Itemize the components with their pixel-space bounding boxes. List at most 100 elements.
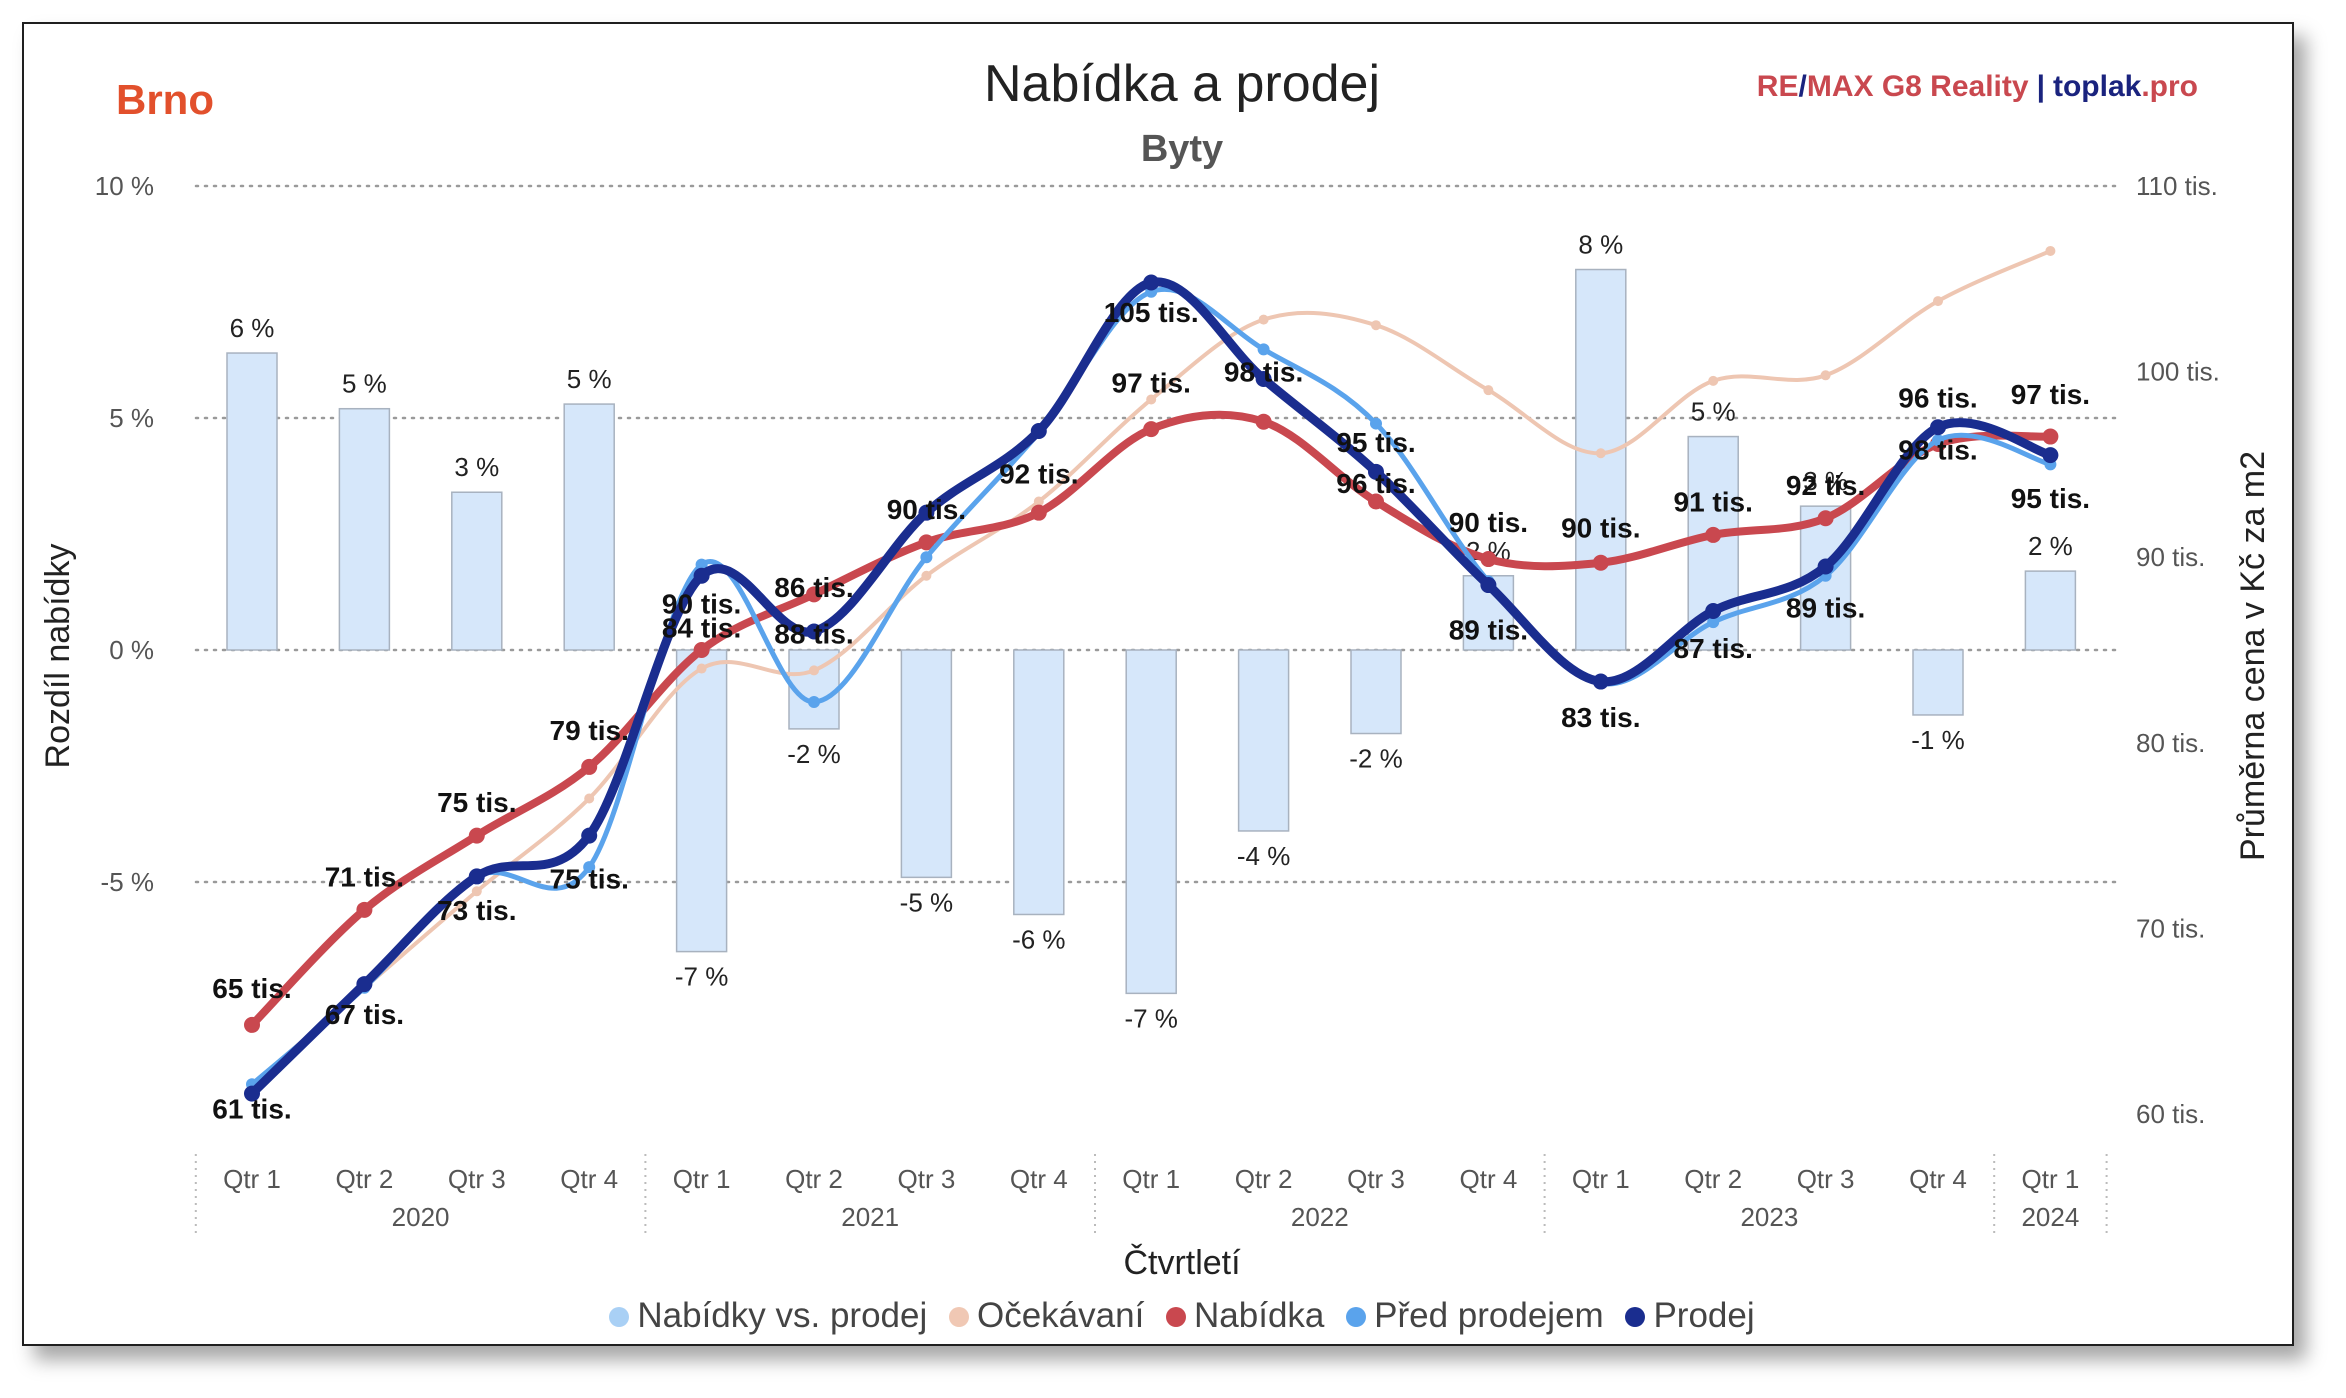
legend-label: Před prodejem xyxy=(1374,1296,1604,1335)
series-point xyxy=(581,827,598,844)
series-point xyxy=(806,623,822,640)
line-data-label: 98 tis. xyxy=(1898,435,1977,466)
x-tick-label: Qtr 4 xyxy=(1010,1164,1068,1194)
x-tick-label: Qtr 2 xyxy=(336,1164,394,1194)
x-group-label: 2020 xyxy=(392,1202,450,1232)
line-data-label: 75 tis. xyxy=(437,787,516,818)
bar-data-label: 8 % xyxy=(1578,230,1623,260)
legend-item[interactable]: Nabídky vs. prodej xyxy=(609,1296,927,1336)
bar xyxy=(1125,649,1177,995)
y-tick-label-left: -5 % xyxy=(101,867,154,897)
series-point xyxy=(356,976,373,993)
line-data-label: 67 tis. xyxy=(325,999,404,1030)
brand-pro: .pro xyxy=(2141,70,2198,103)
series-point xyxy=(920,551,933,564)
line-data-label: 84 tis. xyxy=(662,613,741,644)
line-data-label: 96 tis. xyxy=(1336,468,1415,499)
series-point xyxy=(583,861,596,874)
legend-item[interactable]: Prodej xyxy=(1625,1296,1755,1336)
y-tick-label-right: 70 tis. xyxy=(2136,913,2205,943)
series-point xyxy=(1932,434,1944,447)
legend-label: Nabídka xyxy=(1194,1296,1325,1335)
line-data-label: 87 tis. xyxy=(1674,633,1753,664)
series-point xyxy=(1817,510,1834,527)
line-data-label: 61 tis. xyxy=(212,1093,291,1124)
series-point xyxy=(1257,343,1270,356)
y-tick-label-right: 90 tis. xyxy=(2136,542,2205,572)
y-tick-label-left: 5 % xyxy=(109,403,154,433)
series-point xyxy=(1595,448,1606,459)
legend-label: Nabídky vs. prodej xyxy=(637,1296,928,1335)
y-axis-title-left: Rozdíl nabídky xyxy=(39,544,77,769)
y-tick-label-left: 0 % xyxy=(109,635,154,665)
x-group-label: 2021 xyxy=(841,1202,899,1232)
x-tick-label: Qtr 1 xyxy=(2022,1164,2080,1194)
line-data-label: 90 tis. xyxy=(887,494,966,525)
series-point xyxy=(918,504,935,521)
line-data-label: 105 tis. xyxy=(1104,297,1199,328)
series-point xyxy=(1255,371,1272,388)
bar xyxy=(451,491,503,651)
x-tick-label: Qtr 1 xyxy=(223,1164,281,1194)
series-point xyxy=(693,642,710,658)
line-data-label: 71 tis. xyxy=(325,861,404,892)
bar-data-label: 5 % xyxy=(342,369,387,399)
series-point xyxy=(1030,422,1047,439)
series-point xyxy=(1480,551,1497,568)
series-line xyxy=(247,277,2055,1099)
series-point xyxy=(244,1016,260,1033)
legend-marker xyxy=(948,1307,969,1327)
series-line xyxy=(250,248,2053,1087)
series-point xyxy=(1368,463,1384,480)
series-point xyxy=(1817,558,1834,575)
series-point xyxy=(693,567,710,584)
brand-logo: RE/MAX G8 Reality | toplak.pro xyxy=(1757,70,2198,104)
x-tick-label: Qtr 4 xyxy=(1460,1164,1518,1194)
bar-data-label: 3 % xyxy=(454,452,499,482)
brand-slash: / xyxy=(1798,70,1807,103)
chart-legend: Nabídky vs. prodej Očekávaní Nabídka Pře… xyxy=(24,1296,2340,1336)
series-point xyxy=(1480,577,1497,594)
brand-toplak: toplak xyxy=(2052,70,2142,103)
series-point xyxy=(921,570,932,581)
x-group-label: 2022 xyxy=(1291,1202,1349,1232)
series-point xyxy=(806,586,822,603)
line-data-label: 90 tis. xyxy=(1449,507,1528,538)
legend-item[interactable]: Před prodejem xyxy=(1346,1296,1604,1336)
legend-label: Prodej xyxy=(1653,1296,1755,1335)
line-data-label: 83 tis. xyxy=(1561,702,1640,733)
bar-data-label: -4 % xyxy=(1237,841,1290,871)
brand-separator: | xyxy=(2036,70,2045,103)
legend-marker xyxy=(1625,1307,1646,1327)
legend-marker xyxy=(1346,1307,1367,1327)
x-tick-label: Qtr 2 xyxy=(1684,1164,1742,1194)
line-data-label: 91 tis. xyxy=(1674,487,1753,518)
series-point xyxy=(1592,554,1609,571)
legend-item[interactable]: Očekávaní xyxy=(948,1296,1145,1336)
series-point xyxy=(584,793,595,804)
bar-data-label: -2 % xyxy=(1349,744,1402,774)
bar xyxy=(900,649,953,879)
x-tick-label: Qtr 1 xyxy=(1572,1164,1630,1194)
legend-label: Očekávaní xyxy=(976,1296,1145,1335)
series-point xyxy=(695,558,708,571)
series-point xyxy=(1708,375,1719,386)
line-data-label: 86 tis. xyxy=(774,572,853,603)
series-point xyxy=(356,901,373,918)
bar xyxy=(1350,649,1402,735)
series-point xyxy=(1143,274,1160,291)
series-point xyxy=(244,1085,260,1102)
legend-item[interactable]: Nabídka xyxy=(1166,1296,1324,1336)
x-tick-label: Qtr 4 xyxy=(560,1164,618,1194)
x-tick-label: Qtr 3 xyxy=(448,1164,506,1194)
x-group-label: 2023 xyxy=(1740,1202,1798,1232)
bar xyxy=(226,352,278,651)
chart-subtitle: Byty xyxy=(1140,128,1224,170)
bar xyxy=(2024,570,2077,651)
series-point xyxy=(696,663,707,674)
bar-data-label: 3 % xyxy=(1803,466,1848,496)
bar-data-label: 2 % xyxy=(2028,531,2073,561)
series-point xyxy=(1371,320,1381,331)
series-point xyxy=(918,534,935,551)
x-group-label: 2024 xyxy=(2021,1202,2079,1232)
